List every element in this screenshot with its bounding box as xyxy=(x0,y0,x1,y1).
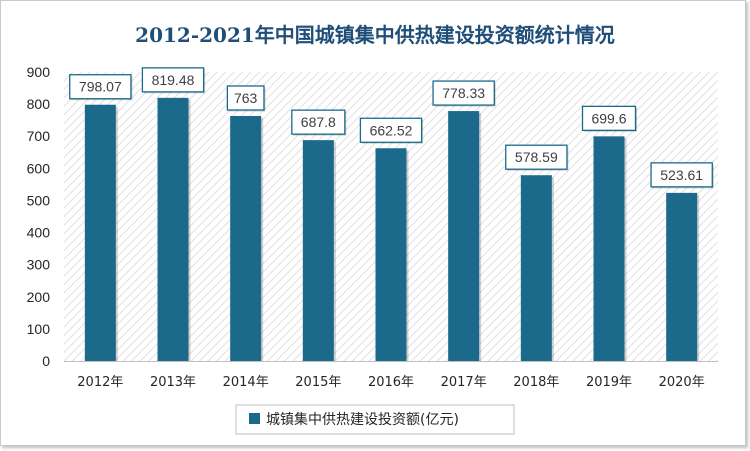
legend-box xyxy=(235,404,515,435)
data-label: 523.61 xyxy=(660,167,703,183)
x-tick-label: 2020年 xyxy=(659,375,705,390)
data-label-box xyxy=(432,80,495,106)
data-label-box xyxy=(141,67,205,93)
y-axis: 0 100 200 300 400 500 600 700 800 900 xyxy=(27,64,51,369)
y-tick-label: 200 xyxy=(27,289,51,305)
bar xyxy=(520,175,552,361)
data-label-box xyxy=(359,117,423,143)
legend-label: 城镇集中供热建设投资额(亿元) xyxy=(266,411,459,428)
data-label-box xyxy=(505,144,568,170)
data-label: 687.8 xyxy=(301,114,336,130)
y-tick-label: 500 xyxy=(27,192,51,208)
y-tick-label: 900 xyxy=(27,64,51,80)
y-tick-label: 300 xyxy=(27,257,51,273)
legend-swatch xyxy=(249,413,260,424)
y-tick-label: 800 xyxy=(27,96,51,112)
x-tick-label: 2016年 xyxy=(368,375,414,390)
data-label: 578.59 xyxy=(515,149,558,165)
y-tick-label: 700 xyxy=(27,128,51,144)
bar xyxy=(448,111,480,362)
y-tick-label: 400 xyxy=(27,225,51,241)
data-label: 798.07 xyxy=(79,79,122,95)
data-label-box xyxy=(581,105,637,132)
bar xyxy=(84,104,116,361)
data-label: 763 xyxy=(234,90,258,106)
x-tick-label: 2019年 xyxy=(586,375,632,390)
bar xyxy=(593,136,625,361)
data-label: 778.33 xyxy=(442,85,485,101)
y-tick-label: 0 xyxy=(42,353,50,369)
bar xyxy=(302,140,334,361)
data-label-box xyxy=(226,85,265,111)
x-tick-label: 2014年 xyxy=(223,375,269,390)
x-tick-label: 2012年 xyxy=(77,375,123,390)
data-label: 699.6 xyxy=(591,110,626,126)
data-label-box xyxy=(69,74,132,100)
x-axis: 2012年 2013年 2014年 2015年 2016年 2017年 2018年 2019年… xyxy=(64,361,718,390)
bars: 798.07 819.48 763 687.8 662.52 778.33 578.59 69… xyxy=(69,67,714,362)
x-tick-label: 2013年 xyxy=(150,375,196,390)
bar xyxy=(666,192,698,361)
x-tick-label: 2017年 xyxy=(441,375,487,390)
bar xyxy=(157,97,189,361)
y-tick-label: 600 xyxy=(27,160,51,176)
x-tick-label: 2015年 xyxy=(295,375,341,390)
data-label: 662.52 xyxy=(370,122,413,138)
bar xyxy=(375,148,407,361)
bar xyxy=(230,115,262,362)
chart-title: 2012-2021年中国城镇集中供热建设投资额统计情况 xyxy=(135,23,615,47)
data-label-box xyxy=(291,109,346,135)
x-tick-label: 2018年 xyxy=(513,375,559,390)
y-tick-label: 100 xyxy=(27,321,51,337)
data-label: 819.48 xyxy=(152,72,195,88)
data-label-box xyxy=(650,162,713,188)
